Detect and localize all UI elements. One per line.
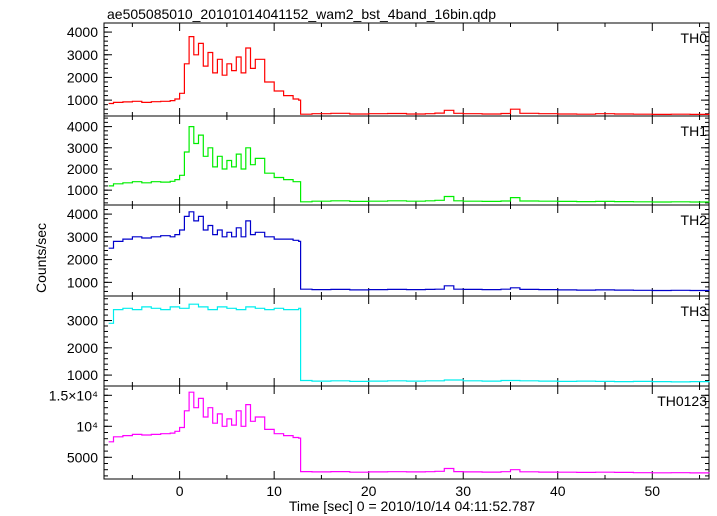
panels-group: 1000 2000 3000 4000 TH0 1000 2000 3000 4000 TH1 10… xyxy=(49,22,710,499)
panel-name-label: TH0 xyxy=(681,30,708,46)
panel-frame xyxy=(103,385,710,480)
y-tick-label: 5000 xyxy=(67,449,98,465)
x-tick-label: 40 xyxy=(550,483,566,499)
panel-frame xyxy=(103,295,710,387)
y-tick-label: 1000 xyxy=(67,92,98,108)
x-tick-label: 10 xyxy=(266,483,282,499)
y-tick-label: 2000 xyxy=(67,69,98,85)
y-tick-label: 4000 xyxy=(67,206,98,222)
y-tick-label: 3000 xyxy=(67,47,98,63)
y-tick-label: 1.5×10⁴ xyxy=(49,387,98,403)
panel-name-label: TH2 xyxy=(681,212,708,228)
x-tick-label: 30 xyxy=(455,483,471,499)
series-line-th3 xyxy=(108,303,710,383)
chart-title: ae505085010_20101014041152_wam2_bst_4ban… xyxy=(107,6,496,22)
x-tick-label: 50 xyxy=(644,483,660,499)
y-tick-label: 3000 xyxy=(67,229,98,245)
series-line-th2 xyxy=(108,211,710,292)
panel-frame xyxy=(103,204,710,297)
series-line-th0 xyxy=(108,36,710,115)
y-tick-label: 3000 xyxy=(67,313,98,329)
y-tick-label: 1000 xyxy=(67,367,98,383)
series-line-th1 xyxy=(108,126,710,203)
y-tick-label: 2000 xyxy=(67,252,98,268)
panel-frame xyxy=(103,22,710,117)
y-tick-label: 4000 xyxy=(67,24,98,40)
y-tick-label: 1000 xyxy=(67,182,98,198)
y-tick-label: 1000 xyxy=(67,274,98,290)
y-tick-label: 2000 xyxy=(67,340,98,356)
y-axis-label: Counts/sec xyxy=(33,223,49,293)
panel-name-label: TH3 xyxy=(681,303,708,319)
x-axis-label: Time [sec] 0 = 2010/10/14 04:11:52.787 xyxy=(289,498,536,514)
panel-name-label: TH1 xyxy=(681,123,708,139)
x-tick-label: 0 xyxy=(176,483,184,499)
y-tick-label: 10⁴ xyxy=(76,418,98,434)
x-tick-label: 20 xyxy=(361,483,377,499)
panel-name-label: TH0123 xyxy=(657,393,707,409)
y-tick-label: 3000 xyxy=(67,140,98,156)
panel-frame xyxy=(103,115,710,206)
y-tick-label: 4000 xyxy=(67,119,98,135)
series-line-th0123 xyxy=(108,391,710,474)
y-tick-label: 2000 xyxy=(67,161,98,177)
